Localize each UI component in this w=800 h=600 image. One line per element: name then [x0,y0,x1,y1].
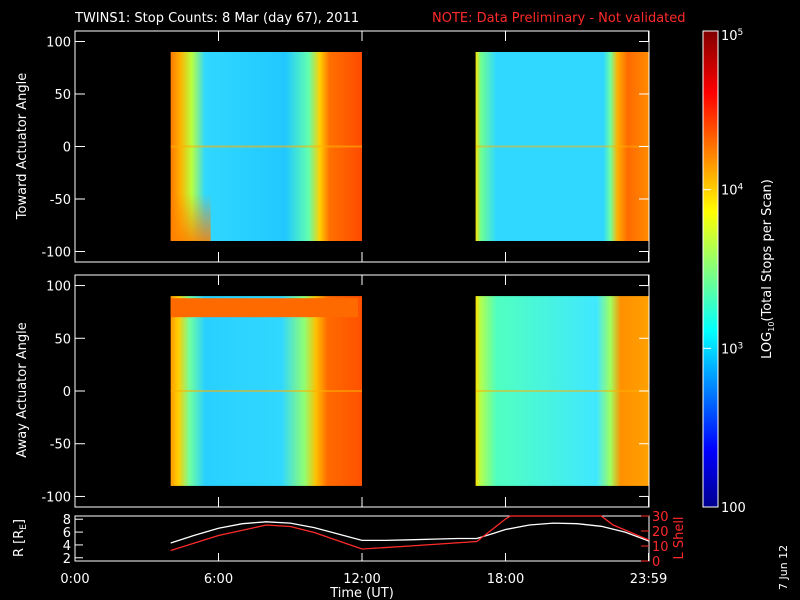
colorbar-tick-label: 103 [721,341,743,357]
colorbar-tick-label: 104 [721,183,744,199]
away-y-tick-label: -50 [50,438,71,453]
colorbar-gradient [702,30,719,508]
away-high-angle-band [170,298,358,318]
radius-tick-label: 8 [63,513,71,528]
toward-y-tick-label: 50 [54,88,71,103]
toward-y-ticks: 100 50 0 -50 -100 [41,36,649,261]
radius-tick-label: 6 [63,526,71,541]
chart-title: TWINS1: Stop Counts: 8 Mar (day 67), 201… [74,11,359,26]
date-stamp: 7 Jun 12 [777,545,790,590]
colorbar-tick-label: 105 [721,28,743,44]
orbit-series [170,515,650,552]
colorbar-label-rest: (Total Stops per Scan) [760,179,775,321]
radius-axis-label: R [RE] [12,519,29,557]
away-y-tick-label: 50 [54,332,71,347]
colorbar-ticks: 105 104 103 100 [703,28,746,516]
colorbar-tick-label: 100 [721,501,746,516]
colorbar: 105 104 103 100 LOG10(Total Stops per Scan) [702,28,776,516]
colorbar-label-sub: 10 [767,322,776,332]
time-tick-label: 18:00 [487,572,524,587]
lshell-tick-label: 0 [652,555,660,570]
toward-y-tick-label: -100 [41,246,71,261]
radius-tick-label: 2 [63,552,71,567]
away-y-tick-label: 0 [63,385,71,400]
radius-label-text: R [R [12,530,27,557]
toward-y-axis-label: Toward Actuator Angle [15,73,30,220]
time-tick-label: 23:59 [630,572,667,587]
radius-label-sub: E [19,524,29,530]
lshell-tick-label: 20 [652,525,669,540]
time-tick-label: 12:00 [343,572,380,587]
toward-y-tick-label: -50 [50,193,71,208]
lshell-tick-label: 10 [652,540,669,555]
lshell-line [170,515,650,552]
toward-panel: 100 50 0 -50 -100 Toward Actuator Angle [15,30,650,263]
radius-tick-label: 4 [63,539,71,554]
away-y-tick-label: -100 [41,490,71,505]
time-tick-label: 6:00 [204,572,233,587]
lshell-tick-label: 30 [652,510,669,525]
toward-x-ticks [74,31,650,262]
colorbar-label-log: LOG [760,332,775,359]
away-y-axis-label: Away Actuator Angle [15,322,30,457]
away-y-ticks: 100 50 0 -50 -100 [41,280,649,505]
preliminary-note: NOTE: Data Preliminary - Not validated [432,11,686,26]
lshell-axis-label: L Shell [672,516,687,559]
radius-label-close: ] [12,519,27,524]
time-x-ticks: 0:00 6:00 12:00 18:00 23:59 [60,553,667,587]
time-tick-label: 0:00 [60,572,89,587]
colorbar-label: LOG10(Total Stops per Scan) [760,179,776,359]
toward-y-tick-label: 100 [46,36,71,51]
away-x-ticks [74,275,650,507]
away-y-tick-label: 100 [46,280,71,295]
toward-y-tick-label: 0 [63,141,71,156]
x-axis-label: Time (UT) [329,586,394,600]
radius-line [170,521,650,544]
away-panel: 100 50 0 -50 -100 Away Actuator Angle [15,274,650,508]
